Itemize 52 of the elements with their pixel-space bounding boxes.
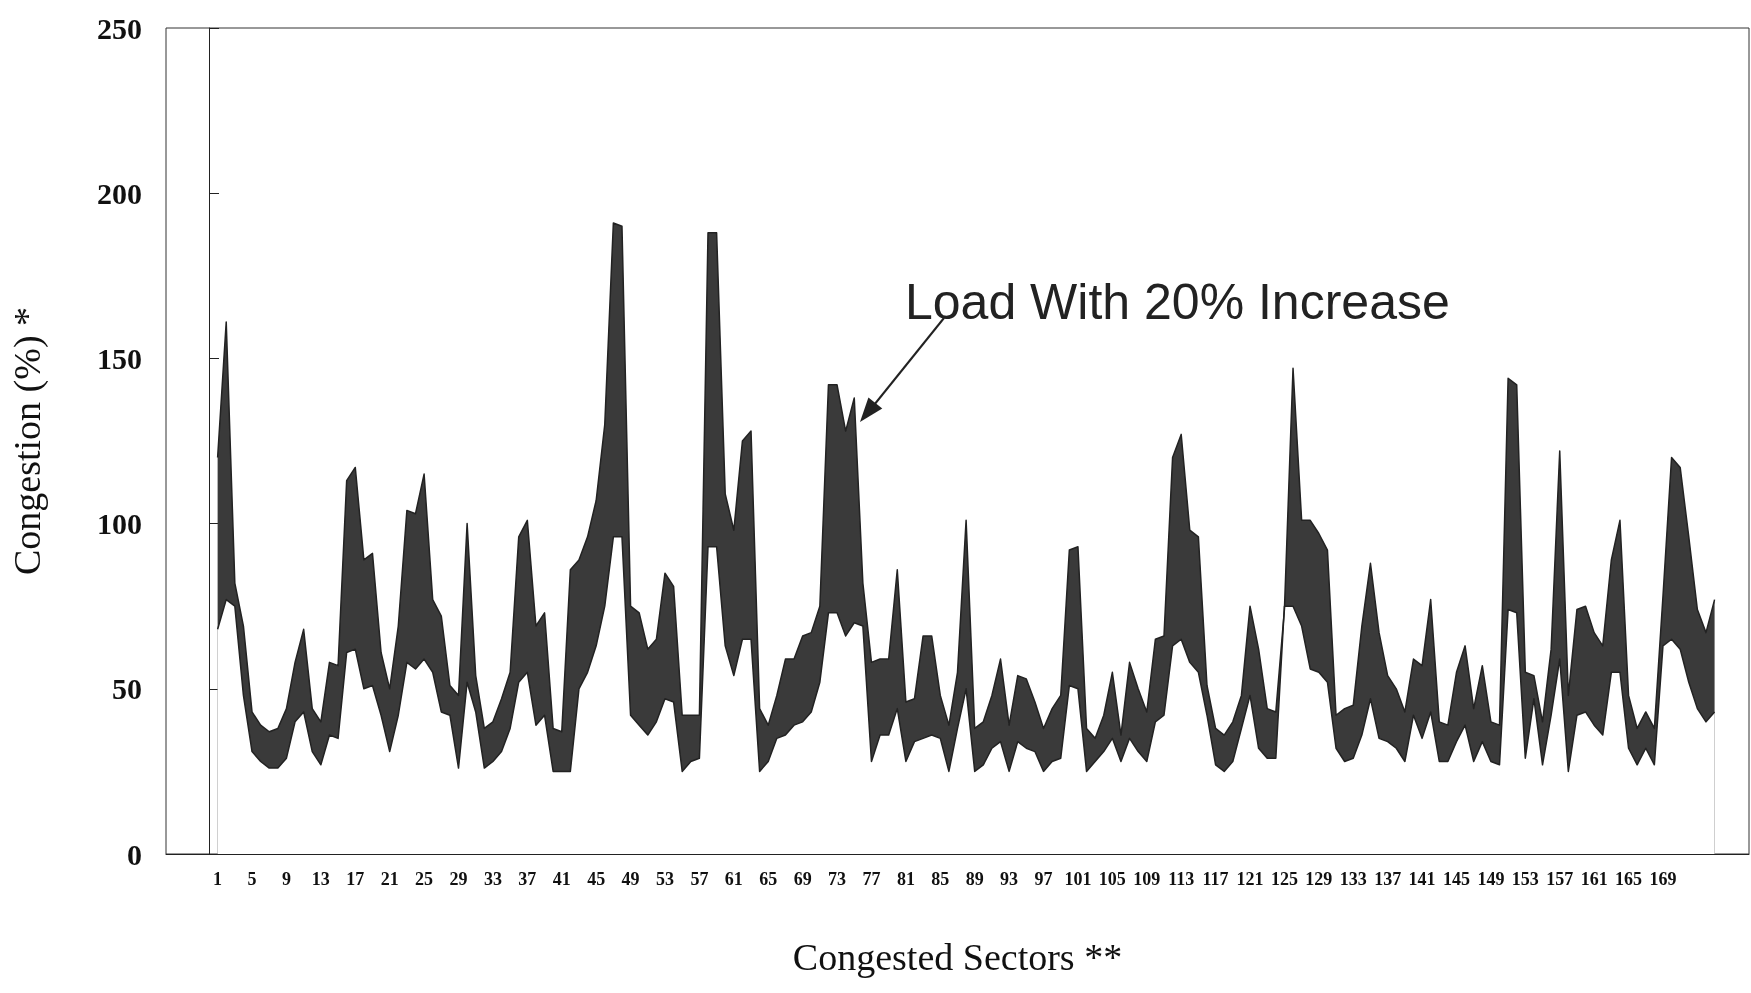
x-tick-label: 93 [1000,869,1019,889]
x-tick-label: 69 [793,869,812,889]
x-tick-label: 89 [965,869,984,889]
x-tick-label: 73 [828,869,847,889]
x-tick-label: 37 [518,869,537,889]
x-tick-label: 77 [862,869,881,889]
x-axis-title: Congested Sectors ** [792,936,1123,978]
x-tick-label: 129 [1305,869,1333,889]
x-tick-label: 133 [1339,869,1367,889]
y-axis-title: Congestion (%) * [6,306,49,576]
y-tick-label: 100 [97,507,142,541]
x-tick-label: 149 [1477,869,1505,889]
x-tick-label: 145 [1442,869,1470,889]
x-tick-label: 1 [213,869,223,889]
x-tick-label: 53 [655,869,674,889]
x-tick-label: 157 [1546,869,1574,889]
x-tick-label: 29 [449,869,468,889]
x-tick-label: 33 [483,869,502,889]
x-tick-label: 161 [1580,869,1608,889]
x-tick-label: 13 [311,869,330,889]
x-tick-label: 153 [1511,869,1539,889]
x-tick-label: 109 [1133,869,1161,889]
y-tick-label: 250 [97,11,142,45]
x-tick-label: 65 [759,869,778,889]
x-tick-label: 125 [1270,869,1298,889]
annotation: Load With 20% Increase [905,274,1450,330]
x-tick-label: 9 [281,869,291,889]
y-tick-label: 0 [127,837,142,871]
x-tick-label: 5 [247,869,257,889]
x-tick-label: 81 [896,869,915,889]
x-tick-label: 117 [1202,869,1229,889]
x-tick-label: 57 [690,869,709,889]
x-tick-label: 45 [587,869,606,889]
x-tick-label: 137 [1374,869,1402,889]
x-tick-label: 169 [1649,869,1677,889]
x-tick-label: 121 [1236,869,1264,889]
x-tick-label: 165 [1615,869,1643,889]
y-tick-label: 50 [112,672,142,706]
y-tick-label: 150 [97,341,142,375]
x-tick-label: 85 [931,869,950,889]
x-tick-label: 101 [1064,869,1092,889]
x-tick-label: 141 [1408,869,1436,889]
x-tick-label: 97 [1034,869,1053,889]
x-tick-label: 61 [724,869,743,889]
x-tick-label: 49 [621,869,640,889]
x-tick-label: 41 [552,869,571,889]
x-tick-label: 21 [380,869,399,889]
x-tick-label: 17 [346,869,365,889]
x-tick-label: 25 [415,869,434,889]
x-tick-label: 113 [1168,869,1195,889]
x-tick-label: 105 [1098,869,1126,889]
y-tick-label: 200 [97,176,142,210]
